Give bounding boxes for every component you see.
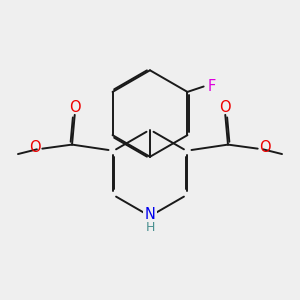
Text: H: H <box>145 221 155 234</box>
Text: N: N <box>145 207 155 222</box>
Text: O: O <box>259 140 271 155</box>
Text: F: F <box>208 79 216 94</box>
Text: O: O <box>219 100 230 115</box>
Text: O: O <box>29 140 41 155</box>
Text: O: O <box>70 100 81 115</box>
